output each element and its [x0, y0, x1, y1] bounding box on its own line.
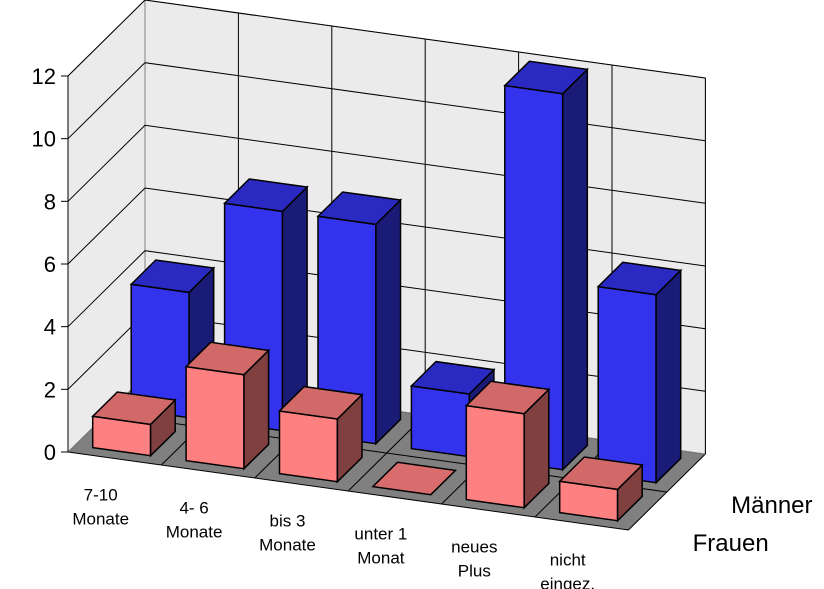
x-tick-label: Monat [357, 549, 405, 568]
x-tick-label: 7-10 [84, 486, 118, 505]
bar-back-2-side [375, 198, 402, 446]
x-tick-label: Plus [458, 562, 491, 581]
y-tick-label: 12 [32, 64, 56, 89]
y-tick-label: 10 [32, 127, 56, 152]
x-tick-label: neues [451, 538, 497, 557]
bar-back-5-top [596, 261, 683, 296]
bar-front-3 [371, 461, 458, 496]
x-tick-label: unter 1 [354, 525, 407, 544]
bar-front-1-top [184, 341, 271, 376]
bar-front-2-front [278, 410, 339, 483]
bar-front-1-front [185, 365, 245, 470]
legend-series-label: Männer [731, 492, 812, 519]
y-tick-label: 6 [44, 252, 56, 277]
bar-back-5-side [655, 268, 682, 485]
bar-back-3-top [409, 360, 496, 395]
y-tick-label: 2 [44, 377, 56, 402]
bar-front-5-top [558, 456, 644, 491]
y-tick-label: 0 [44, 440, 56, 465]
x-tick-label: bis 3 [270, 512, 306, 531]
y-tick-label: 8 [44, 189, 56, 214]
bar-back-0-top [129, 259, 216, 294]
y-tick-label: 4 [44, 315, 56, 340]
bar-back-2-top [316, 191, 403, 226]
bar-back-4-side [561, 67, 589, 472]
bar-front-2-top [277, 385, 364, 420]
bar-back-3-front [410, 385, 471, 458]
bar-front-0-top [91, 391, 177, 426]
x-tick-label: nicht [550, 551, 586, 570]
bar-front-4-front [465, 404, 525, 509]
bar-back-5-front [597, 285, 657, 484]
bar-back-1-top [222, 178, 309, 213]
legend-series-label: Frauen [693, 530, 769, 557]
x-tick-label: Monate [72, 510, 129, 529]
x-tick-label: eingez. [540, 575, 595, 589]
bar-front-4-top [464, 380, 551, 415]
bar-back-4-top [503, 60, 589, 95]
x-tick-label: 4- 6 [179, 499, 208, 518]
x-tick-label: Monate [166, 523, 223, 542]
x-tick-label: Monate [259, 536, 316, 555]
